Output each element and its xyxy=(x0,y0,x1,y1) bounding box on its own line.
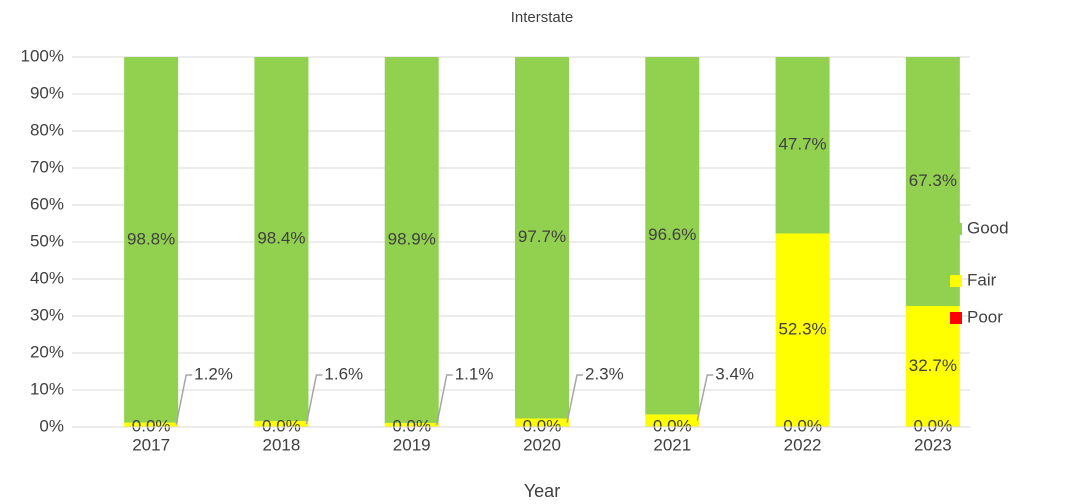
bar-segment xyxy=(254,57,309,422)
bar-segment xyxy=(905,306,960,427)
x-tick-label: 2017 xyxy=(132,435,170,454)
data-label: 3.4% xyxy=(715,364,754,383)
data-label: 0.0% xyxy=(523,416,562,435)
leader-line xyxy=(566,374,583,423)
bar-segment xyxy=(384,422,439,427)
bar-segment xyxy=(515,418,569,427)
y-tick-label: 60% xyxy=(30,194,64,213)
x-tick-label: 2020 xyxy=(523,435,561,454)
x-tick-label: 2022 xyxy=(784,435,822,454)
data-label: 97.7% xyxy=(518,227,566,246)
y-tick-label: 70% xyxy=(30,157,64,176)
legend-swatch xyxy=(950,275,962,287)
data-label: 2.3% xyxy=(585,364,624,383)
data-label: 98.4% xyxy=(257,229,305,248)
leader-line xyxy=(175,374,193,425)
data-label: 0.0% xyxy=(653,416,692,435)
bar-segment xyxy=(124,422,179,427)
data-label: 32.7% xyxy=(909,356,957,375)
data-label: 98.8% xyxy=(127,229,175,248)
x-tick-label: 2023 xyxy=(914,435,952,454)
data-label: 96.6% xyxy=(648,225,696,244)
bar-segment xyxy=(254,421,309,427)
chart-title: Interstate xyxy=(511,9,574,26)
bar-segment xyxy=(645,414,700,427)
data-label: 1.2% xyxy=(194,364,233,383)
bar-segment xyxy=(775,233,830,427)
x-axis-label: Year xyxy=(524,481,560,501)
bar-segment xyxy=(124,57,179,423)
x-tick-label: 2019 xyxy=(393,435,431,454)
data-label: 1.1% xyxy=(455,364,494,383)
bar-segment xyxy=(645,57,700,415)
y-tick-label: 100% xyxy=(21,46,64,65)
data-label: 0.0% xyxy=(262,416,301,435)
y-tick-label: 30% xyxy=(30,305,64,324)
data-label: 0.0% xyxy=(392,416,431,435)
data-label: 47.7% xyxy=(778,135,826,154)
legend-swatch xyxy=(950,223,962,235)
data-label: 67.3% xyxy=(909,171,957,190)
leader-line xyxy=(305,374,323,425)
y-tick-label: 50% xyxy=(30,231,64,250)
y-tick-label: 80% xyxy=(30,120,64,139)
data-label: 52.3% xyxy=(778,320,826,339)
data-label: 98.9% xyxy=(388,229,436,248)
y-tick-label: 40% xyxy=(30,268,64,287)
leader-line xyxy=(435,374,453,426)
leader-line xyxy=(696,374,714,421)
data-label: 0.0% xyxy=(783,416,822,435)
data-label: 1.6% xyxy=(324,364,363,383)
legend-label: Fair xyxy=(967,270,997,289)
bar-segment xyxy=(515,57,569,419)
y-tick-label: 0% xyxy=(39,416,64,435)
bar-segment xyxy=(775,57,830,234)
x-tick-label: 2021 xyxy=(653,435,691,454)
legend-label: Poor xyxy=(967,307,1003,326)
bar-segment xyxy=(384,57,439,423)
legend-label: Good xyxy=(967,218,1009,237)
data-label: 0.0% xyxy=(132,416,171,435)
legend-swatch xyxy=(950,312,962,324)
data-label: 0.0% xyxy=(913,416,952,435)
y-tick-label: 20% xyxy=(30,342,64,361)
y-tick-label: 10% xyxy=(30,379,64,398)
x-tick-label: 2018 xyxy=(263,435,301,454)
y-tick-label: 90% xyxy=(30,83,64,102)
bar-segment xyxy=(905,57,960,307)
